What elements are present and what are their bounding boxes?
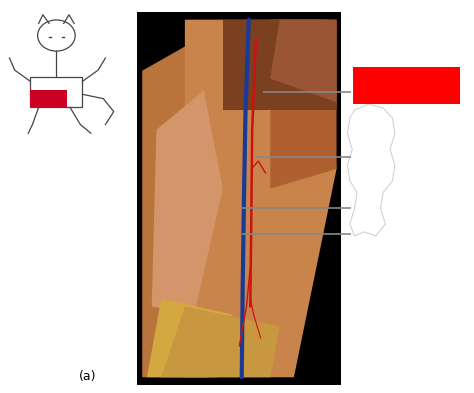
Polygon shape: [270, 20, 337, 189]
Bar: [353, 67, 460, 104]
Polygon shape: [223, 20, 337, 110]
Polygon shape: [142, 20, 256, 377]
Polygon shape: [270, 20, 337, 102]
Polygon shape: [185, 20, 337, 377]
Polygon shape: [147, 299, 232, 377]
Bar: [137, 12, 341, 385]
Polygon shape: [161, 307, 280, 377]
Text: (a): (a): [79, 370, 96, 383]
Polygon shape: [30, 90, 67, 107]
Polygon shape: [152, 90, 223, 314]
